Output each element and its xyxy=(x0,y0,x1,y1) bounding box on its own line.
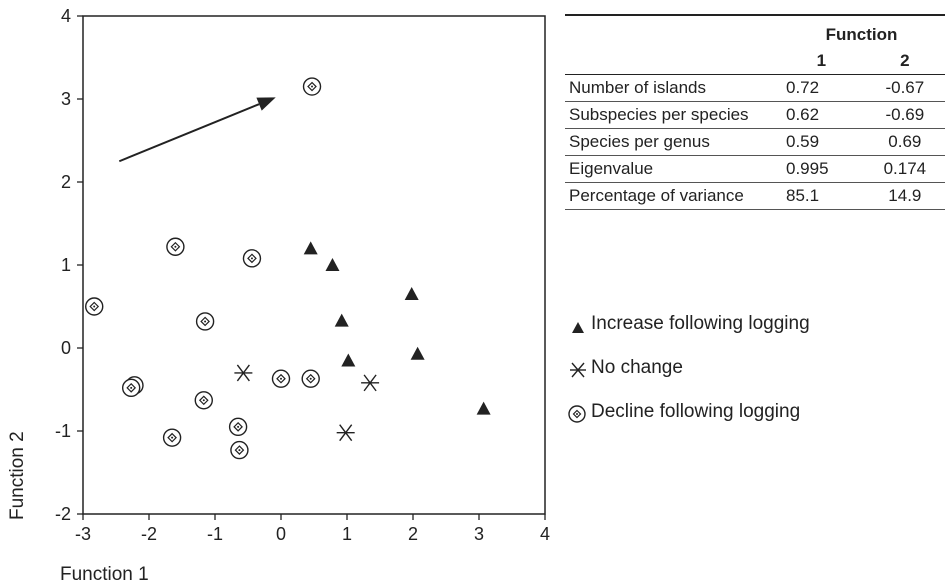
chart-annotations xyxy=(118,97,276,163)
triangle-icon xyxy=(572,322,584,333)
point-decline xyxy=(195,312,215,331)
legend-item-increase: Increase following logging xyxy=(565,312,945,338)
row-value-2: -0.67 xyxy=(864,74,945,102)
table-row: Number of islands 0.72 -0.67 xyxy=(565,74,945,102)
point-decline xyxy=(271,369,291,388)
table-row: Species per genus 0.59 0.69 xyxy=(565,128,945,156)
row-value-1: 85.1 xyxy=(778,182,865,210)
point-decline xyxy=(301,369,320,388)
row-label: Species per genus xyxy=(565,128,778,156)
table-row: Percentage of variance 85.1 14.9 xyxy=(565,182,945,210)
function-loadings-table: Function 1 2 Number of islands 0.72 -0.6… xyxy=(565,14,945,210)
point-decline xyxy=(121,378,141,398)
legend-label-decline: Decline following logging xyxy=(591,401,801,422)
legend-label-increase: Increase following logging xyxy=(591,313,810,334)
point-no-change xyxy=(361,374,380,392)
y-tick-label: 4 xyxy=(61,6,71,26)
point-increase xyxy=(410,346,425,360)
legend-item-decline: Decline following logging xyxy=(565,400,945,426)
x-tick-label: -2 xyxy=(141,524,157,544)
point-increase xyxy=(325,258,340,271)
x-axis-label: Function 1 xyxy=(60,564,149,585)
table-group-header: Function xyxy=(778,14,945,48)
x-tick-label: 2 xyxy=(408,524,418,544)
asterisk-icon xyxy=(570,362,586,378)
row-value-1: 0.62 xyxy=(778,101,865,129)
y-tick-label: 1 xyxy=(61,255,71,275)
point-decline xyxy=(242,249,262,268)
table-col2-header: 2 xyxy=(864,48,945,75)
row-label: Number of islands xyxy=(565,74,778,102)
point-decline xyxy=(85,297,104,316)
point-increase xyxy=(334,313,349,327)
row-value-2: -0.69 xyxy=(864,101,945,129)
y-tick-label: -1 xyxy=(55,421,71,441)
legend-label-no-change: No change xyxy=(591,357,683,378)
y-tick-label: -2 xyxy=(55,504,71,524)
point-no-change xyxy=(336,424,355,442)
point-decline xyxy=(302,77,322,96)
row-label: Percentage of variance xyxy=(565,182,778,210)
row-value-1: 0.995 xyxy=(778,155,865,183)
point-no-change xyxy=(234,364,253,382)
point-decline xyxy=(162,428,182,447)
row-label: Subspecies per species xyxy=(565,101,778,129)
legend: Increase following logging No change Dec… xyxy=(565,312,945,444)
data-points xyxy=(85,77,491,460)
row-value-2: 0.69 xyxy=(864,128,945,156)
point-increase xyxy=(476,401,491,415)
point-decline xyxy=(194,391,213,410)
point-increase xyxy=(341,353,356,367)
point-increase xyxy=(303,241,318,255)
circled-dot-icon xyxy=(568,405,586,423)
x-tick-label: 1 xyxy=(342,524,352,544)
table-row: Eigenvalue 0.995 0.174 xyxy=(565,155,945,183)
row-value-2: 0.174 xyxy=(864,155,945,183)
y-tick-label: 0 xyxy=(61,338,71,358)
point-decline xyxy=(166,237,185,256)
legend-item-no-change: No change xyxy=(565,356,945,382)
x-tick-label: 4 xyxy=(540,524,550,544)
y-tick-label: 3 xyxy=(61,89,71,109)
point-increase xyxy=(404,287,419,301)
table-blank-header xyxy=(565,14,778,48)
row-label: Eigenvalue xyxy=(565,155,778,183)
y-axis-label: Function 2 xyxy=(7,431,28,520)
x-tick-label: -3 xyxy=(75,524,91,544)
x-tick-label: -1 xyxy=(207,524,223,544)
point-decline xyxy=(228,417,248,437)
row-value-1: 0.72 xyxy=(778,74,865,102)
x-tick-label: 0 xyxy=(276,524,286,544)
x-tick-label: 3 xyxy=(474,524,484,544)
table-blank-subheader xyxy=(565,48,778,75)
row-value-1: 0.59 xyxy=(778,128,865,156)
trend-arrow xyxy=(118,97,276,163)
row-value-2: 14.9 xyxy=(864,182,945,210)
point-decline xyxy=(230,440,249,460)
table-col1-header: 1 xyxy=(778,48,865,75)
table-row: Subspecies per species 0.62 -0.69 xyxy=(565,101,945,129)
y-tick-label: 2 xyxy=(61,172,71,192)
axis-ticks xyxy=(77,15,546,520)
